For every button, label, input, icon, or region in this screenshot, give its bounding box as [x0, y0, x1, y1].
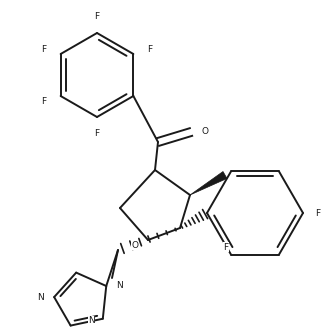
Text: F: F [41, 44, 47, 53]
Text: F: F [223, 243, 229, 252]
Text: N: N [88, 316, 95, 325]
Text: N: N [116, 282, 123, 291]
Text: F: F [41, 96, 47, 106]
Text: F: F [147, 44, 153, 53]
Text: F: F [94, 12, 100, 21]
Text: F: F [315, 209, 320, 217]
Text: O: O [201, 127, 208, 136]
Text: N: N [38, 293, 44, 302]
Polygon shape [190, 171, 227, 195]
Text: F: F [94, 129, 100, 138]
Text: O: O [131, 241, 138, 250]
